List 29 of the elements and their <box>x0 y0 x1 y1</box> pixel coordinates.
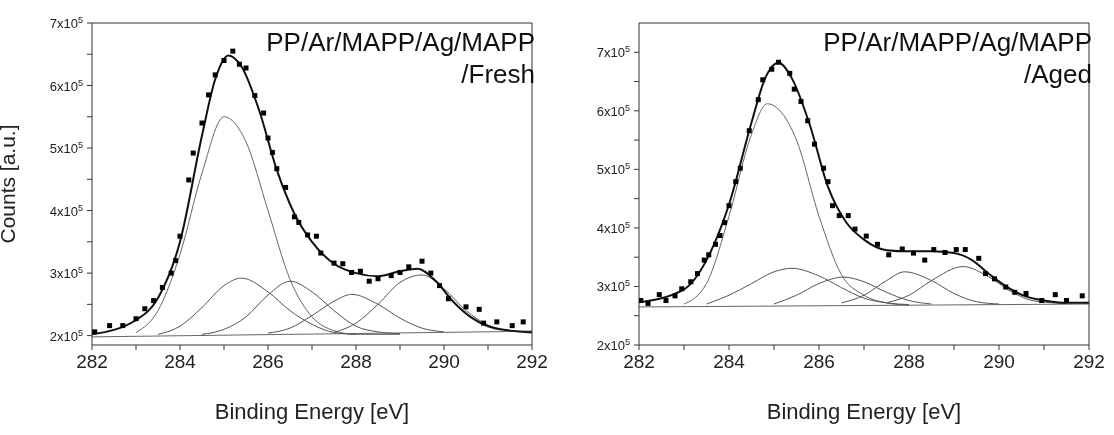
y-tick-label: 6x10$^{5}$ <box>596 102 630 119</box>
x-axis-title: Binding Energy [eV] <box>214 399 410 424</box>
y-tick-label: 2x10$^{5}$ <box>596 337 630 353</box>
y-tick-label: 4x10$^{5}$ <box>49 202 83 219</box>
x-tick-label: 282 <box>76 351 108 372</box>
y-tick-label: 5x10$^{5}$ <box>596 161 630 178</box>
x-tick-label: 284 <box>164 351 197 372</box>
x-tick-label: 282 <box>623 351 655 372</box>
y-tick-label: 6x10$^{5}$ <box>49 77 83 94</box>
y-tick-label: 4x10$^{5}$ <box>596 219 630 236</box>
y-tick-label: 7x10$^{5}$ <box>49 15 83 31</box>
x-tick-label: 288 <box>893 351 925 372</box>
x-axis-title: Binding Energy [eV] <box>766 399 962 424</box>
y-tick-label: 2x10$^{5}$ <box>49 327 83 344</box>
text: PP/Ar/MAPP/Ag/MAPP /Aged <box>823 26 1092 90</box>
x-tick-label: 290 <box>983 351 1015 372</box>
y-tick-label: 7x10$^{5}$ <box>596 44 630 61</box>
y-tick-label: 3x10$^{5}$ <box>49 265 83 282</box>
y-axis-title: Counts [a.u.] <box>0 124 20 244</box>
x-tick-label: 286 <box>803 351 835 372</box>
text: PP/Ar/MAPP/Ag/MAPP /Fresh <box>266 26 535 90</box>
x-tick-label: 286 <box>252 351 284 372</box>
x-tick-label: 292 <box>1073 351 1105 372</box>
x-tick-label: 284 <box>713 351 746 372</box>
x-tick-label: 288 <box>340 351 372 372</box>
y-tick-label: 5x10$^{5}$ <box>49 140 83 157</box>
x-tick-label: 292 <box>516 351 548 372</box>
x-tick-label: 290 <box>428 351 460 372</box>
y-tick-label: 3x10$^{5}$ <box>596 278 630 295</box>
